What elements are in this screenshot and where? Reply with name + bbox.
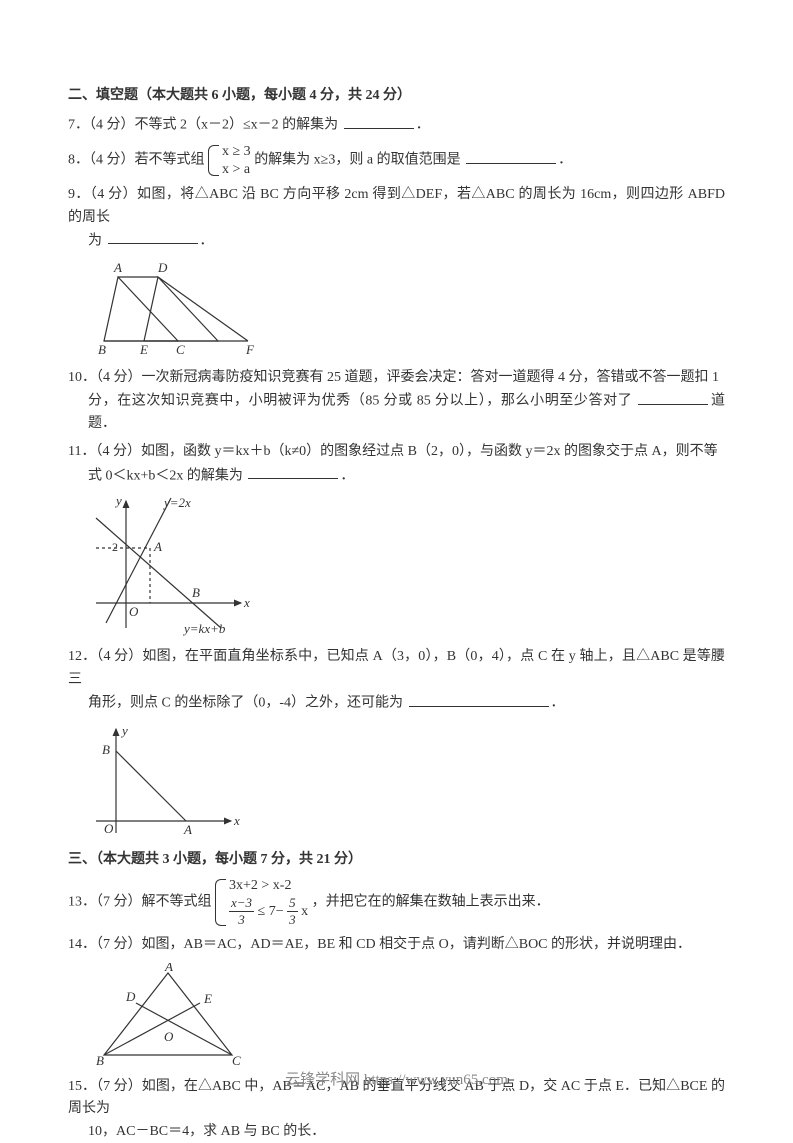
question-13: 13．（7 分）解不等式组 3x+2 > x-2 x−3 3 ≤ 7− 5 3 …: [68, 877, 725, 928]
q15-line2: 10，AC－BC＝4，求 AB 与 BC 的长．: [68, 1121, 725, 1143]
q9-line2: 为 ．: [68, 229, 725, 253]
q8-row2: x > a: [222, 161, 251, 179]
q10-line2-lead: 分，在这次知识竞赛中，小明被评为优秀（85 分或 85 分以上），那么小明至少答…: [88, 394, 636, 409]
q9-line1: 9．（4 分）如图，将△ABC 沿 BC 方向平移 2cm 得到△DEF，若△A…: [68, 184, 725, 229]
q11-label-x: x: [243, 595, 250, 610]
q8-mid: 的解集为 x≥3，则 a 的取值范围是: [254, 153, 464, 168]
question-12: 12．（4 分）如图，在平面直角坐标系中，已知点 A（3，0），B（0，4），点…: [68, 646, 725, 715]
q9-label-D: D: [157, 260, 168, 275]
q13-row2-mid: ≤ 7−: [258, 904, 284, 919]
q12-label-A: A: [183, 822, 192, 837]
q12-blank: [409, 691, 549, 706]
q12-label-y: y: [120, 723, 128, 738]
q11-line2-lead: 式 0＜kx+b＜2x 的解集为: [88, 468, 246, 483]
q13-lead: 13．（7 分）解不等式组: [68, 895, 215, 910]
question-9: 9．（4 分）如图，将△ABC 沿 BC 方向平移 2cm 得到△DEF，若△A…: [68, 184, 725, 253]
q9-label-E: E: [139, 342, 148, 357]
question-7: 7．（4 分）不等式 2（x－2）≤x－2 的解集为 ．: [68, 113, 725, 137]
q9-line2-lead: 为: [88, 233, 106, 248]
q12-line2-lead: 角形，则点 C 的坐标除了（0，-4）之外，还可能为: [88, 696, 407, 711]
q7-blank: [344, 113, 414, 128]
q12-label-B: B: [102, 742, 110, 757]
q14-text: 14．（7 分）如图，AB＝AC，AD＝AE，BE 和 CD 相交于点 O，请判…: [68, 937, 691, 952]
q12-label-O: O: [104, 821, 114, 836]
q12-line1: 12．（4 分）如图，在平面直角坐标系中，已知点 A（3，0），B（0，4），点…: [68, 646, 725, 691]
figure-q11: y x O 2 A B y=2x y=kx+b: [86, 493, 725, 638]
q13-frac-2: 5 3: [287, 895, 298, 929]
figure-q9: A D B E C F: [86, 259, 725, 359]
q12-label-x: x: [233, 813, 240, 828]
figure-q14: A D E O B C: [86, 963, 725, 1068]
q13-row2-tail: x: [301, 904, 308, 919]
q11-label-2: 2: [112, 540, 118, 554]
q14-label-E: E: [203, 991, 212, 1006]
q9-label-F: F: [245, 342, 255, 357]
q13-frac1-den: 3: [229, 912, 254, 928]
q14-label-B: B: [96, 1053, 104, 1068]
q9-label-B: B: [98, 342, 106, 357]
figure-q12: y x O B A: [86, 721, 725, 841]
q11-label-O: O: [129, 604, 139, 619]
q12-line2: 角形，则点 C 的坐标除了（0，-4）之外，还可能为 ．: [68, 691, 725, 715]
page: 二、填空题（本大题共 6 小题，每小题 4 分，共 24 分） 7．（4 分）不…: [0, 0, 793, 1122]
q13-row1: 3x+2 > x-2: [229, 877, 308, 895]
q11-line2-tail: ．: [340, 468, 354, 483]
q11-label-A: A: [153, 539, 162, 554]
q8-system: x ≥ 3 x > a: [208, 143, 251, 178]
q14-label-A: A: [164, 963, 173, 974]
q9-line2-tail: ．: [200, 233, 214, 248]
q14-label-D: D: [125, 989, 136, 1004]
section-3-header: 三、（本大题共 3 小题，每小题 7 分，共 21 分）: [68, 849, 725, 871]
q12-line2-tail: ．: [551, 696, 565, 711]
q14-label-O: O: [164, 1029, 174, 1044]
q13-frac2-den: 3: [287, 912, 298, 928]
q8-tail: ．: [558, 153, 572, 168]
q8-lead: 8．（4 分）若不等式组: [68, 153, 208, 168]
q11-label-y: y: [114, 493, 122, 508]
q8-row1: x ≥ 3: [222, 143, 251, 161]
question-8: 8．（4 分）若不等式组 x ≥ 3 x > a 的解集为 x≥3，则 a 的取…: [68, 143, 725, 178]
q13-frac-1: x−3 3: [229, 895, 254, 929]
q9-label-A: A: [113, 260, 122, 275]
section-2-header: 二、填空题（本大题共 6 小题，每小题 4 分，共 24 分）: [68, 85, 725, 107]
page-footer: 云锋学科网 https://www.yun65.com: [0, 1068, 793, 1092]
q11-label-y2x: y=2x: [162, 495, 191, 510]
question-14: 14．（7 分）如图，AB＝AC，AD＝AE，BE 和 CD 相交于点 O，请判…: [68, 934, 725, 956]
q13-tail: ，并把它在的解集在数轴上表示出来．: [312, 895, 550, 910]
q7-tail: ．: [416, 118, 430, 133]
q10-blank: [638, 389, 708, 404]
q11-line2: 式 0＜kx+b＜2x 的解集为 ．: [68, 464, 725, 488]
q8-blank: [466, 149, 556, 164]
q13-frac1-num: x−3: [229, 895, 254, 912]
question-11: 11．（4 分）如图，函数 y＝kx＋b（k≠0）的图象经过点 B（2，0），与…: [68, 441, 725, 487]
q13-row2: x−3 3 ≤ 7− 5 3 x: [229, 895, 308, 929]
q10-line2: 分，在这次知识竞赛中，小明被评为优秀（85 分或 85 分以上），那么小明至少答…: [68, 389, 725, 435]
q10-line1: 10．（4 分）一次新冠病毒防疫知识竞赛有 25 道题，评委会决定：答对一道题得…: [68, 367, 725, 389]
q7-text: 7．（4 分）不等式 2（x－2）≤x－2 的解集为: [68, 118, 342, 133]
q13-system: 3x+2 > x-2 x−3 3 ≤ 7− 5 3 x: [215, 877, 308, 928]
question-10: 10．（4 分）一次新冠病毒防疫知识竞赛有 25 道题，评委会决定：答对一道题得…: [68, 367, 725, 436]
q13-frac2-num: 5: [287, 895, 298, 912]
q14-label-C: C: [232, 1053, 241, 1068]
q11-blank: [248, 464, 338, 479]
q11-label-B: B: [192, 585, 200, 600]
q11-label-ykxb: y=kx+b: [182, 621, 226, 636]
q9-blank: [108, 229, 198, 244]
q9-label-C: C: [176, 342, 185, 357]
q11-line1: 11．（4 分）如图，函数 y＝kx＋b（k≠0）的图象经过点 B（2，0），与…: [68, 441, 725, 463]
